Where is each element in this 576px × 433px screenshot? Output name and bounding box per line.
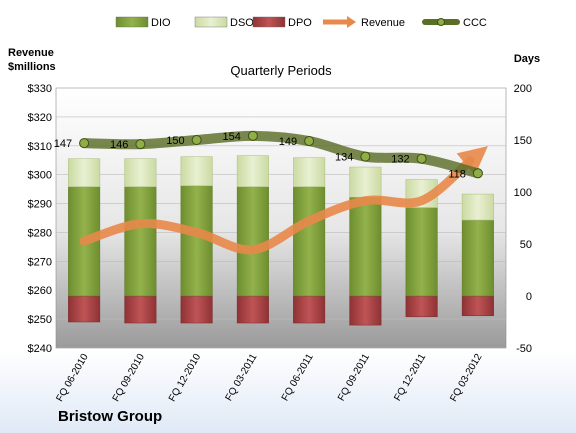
legend-label: Revenue bbox=[361, 17, 405, 29]
left-tick-label: $310 bbox=[28, 141, 52, 153]
bottom-band bbox=[0, 350, 576, 433]
right-tick-label: 50 bbox=[520, 239, 532, 251]
ccc-data-label: 147 bbox=[54, 138, 72, 150]
left-tick-label: $330 bbox=[28, 83, 52, 95]
right-tick-label: 100 bbox=[514, 187, 532, 199]
dio-bar bbox=[349, 196, 382, 297]
ccc-point bbox=[79, 138, 90, 149]
ccc-data-label: 154 bbox=[223, 131, 241, 143]
dso-bar bbox=[349, 166, 382, 198]
right-axis-ticks: -50 0 50 100 150 200 bbox=[514, 83, 532, 355]
right-tick-label: 150 bbox=[514, 135, 532, 147]
dpo-bar bbox=[236, 295, 269, 324]
legend-marker-ccc bbox=[437, 18, 445, 26]
revenue-series bbox=[79, 146, 488, 255]
legend-label: CCC bbox=[463, 17, 487, 29]
ccc-point bbox=[247, 130, 258, 141]
left-tick-label: $290 bbox=[28, 199, 52, 211]
dso-bar bbox=[236, 155, 269, 188]
company-name: Bristow Group bbox=[58, 408, 162, 425]
ccc-series bbox=[79, 130, 483, 179]
ccc-data-label: 150 bbox=[166, 135, 184, 147]
left-tick-label: $300 bbox=[28, 170, 52, 182]
dso-bar bbox=[293, 157, 326, 188]
dio-bar bbox=[293, 186, 326, 297]
right-tick-label: -50 bbox=[516, 343, 532, 355]
ccc-point bbox=[304, 136, 315, 147]
left-tick-label: $250 bbox=[28, 314, 52, 326]
dpo-bar bbox=[349, 295, 382, 326]
left-tick-label: $240 bbox=[28, 343, 52, 355]
ccc-point bbox=[416, 153, 427, 164]
right-tick-label: 200 bbox=[514, 83, 532, 95]
legend-label: DSO bbox=[230, 17, 254, 29]
left-axis-label-line2: $millions bbox=[8, 61, 56, 73]
dpo-bar bbox=[68, 295, 101, 323]
ccc-data-label: 149 bbox=[279, 136, 297, 148]
ccc-point bbox=[191, 135, 202, 145]
legend-label: DPO bbox=[288, 17, 312, 29]
dio-bar bbox=[124, 186, 157, 297]
legend-swatch-dio bbox=[115, 16, 149, 28]
chart-title: Quarterly Periods bbox=[230, 63, 332, 78]
left-axis-ticks: $240 $250 $260 $270 $280 $290 $300 $310 $320 $330 bbox=[28, 83, 52, 355]
dpo-bar bbox=[293, 295, 326, 324]
dso-bar bbox=[461, 193, 494, 221]
dso-bar bbox=[124, 158, 157, 188]
ccc-point bbox=[360, 151, 371, 162]
legend-swatch-dso bbox=[194, 16, 228, 28]
dso-bar bbox=[180, 156, 213, 187]
legend-arrow-revenue bbox=[347, 16, 356, 28]
dpo-bar bbox=[124, 295, 157, 324]
dpo-bar bbox=[180, 295, 213, 324]
left-tick-label: $280 bbox=[28, 227, 52, 239]
revenue-line bbox=[79, 146, 488, 255]
dso-bar bbox=[68, 158, 101, 188]
dpo-bar bbox=[461, 295, 494, 317]
dio-bar bbox=[461, 219, 494, 297]
legend-swatch-dpo bbox=[252, 16, 286, 28]
ccc-data-label: 134 bbox=[335, 152, 353, 164]
legend: DIO DSO DPO Revenue CCC bbox=[115, 16, 487, 29]
dpo-bar bbox=[405, 295, 438, 318]
legend-label: DIO bbox=[151, 17, 171, 29]
left-tick-label: $270 bbox=[28, 256, 52, 268]
right-tick-label: 0 bbox=[526, 291, 532, 303]
ccc-point bbox=[135, 139, 146, 150]
ccc-data-label: 132 bbox=[391, 154, 409, 166]
left-axis-label-line1: Revenue bbox=[8, 47, 54, 59]
dio-bar bbox=[236, 186, 269, 297]
ccc-point bbox=[472, 168, 483, 179]
ccc-data-label: 146 bbox=[110, 139, 128, 151]
plot-area bbox=[55, 87, 507, 349]
left-tick-label: $320 bbox=[28, 112, 52, 124]
data-labels: 147 146 150 154 149 134 132 118 bbox=[54, 131, 466, 180]
dio-bar bbox=[405, 207, 438, 297]
ccc-data-label: 118 bbox=[448, 168, 466, 180]
left-tick-label: $260 bbox=[28, 285, 52, 297]
right-axis-label: Days bbox=[514, 53, 540, 65]
